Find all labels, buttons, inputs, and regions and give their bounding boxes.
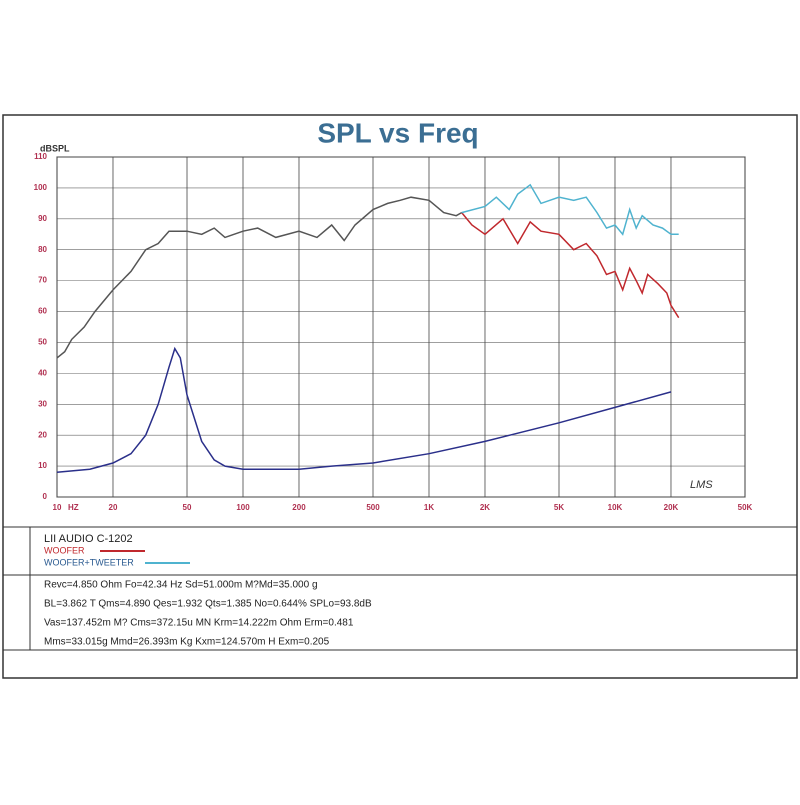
series-line xyxy=(461,212,680,319)
param-line: Mms=33.015g Mmd=26.393m Kg Kxm=124.570m … xyxy=(44,637,330,648)
annotation: LMS xyxy=(690,479,713,491)
y-axis-label: dBSPL xyxy=(40,143,70,153)
plot-area xyxy=(56,156,746,498)
x-tick-label: 20 xyxy=(109,503,118,512)
x-tick-label: 5K xyxy=(554,503,564,512)
x-tick-label: 500 xyxy=(366,503,380,512)
y-tick-label: 40 xyxy=(38,368,47,377)
legend-label: WOOFER+TWEETER xyxy=(44,557,134,567)
x-tick-label: 200 xyxy=(292,503,306,512)
x-tick-label: 10 xyxy=(53,503,62,512)
y-tick-label: 30 xyxy=(38,399,47,408)
y-tick-label: 70 xyxy=(38,276,47,285)
y-tick-label: 90 xyxy=(38,214,47,223)
frame xyxy=(2,114,798,679)
x-tick-label: 50K xyxy=(738,503,753,512)
y-tick-label: 50 xyxy=(38,338,47,347)
model-name: LII AUDIO C-1202 xyxy=(44,533,133,545)
x-tick-label: 2K xyxy=(480,503,490,512)
series-line xyxy=(56,196,463,359)
y-tick-label: 10 xyxy=(38,461,47,470)
x-axis-label: HZ xyxy=(68,503,79,512)
y-tick-label: 80 xyxy=(38,245,47,254)
x-tick-label: 100 xyxy=(236,503,250,512)
chart-title: SPL vs Freq xyxy=(317,117,478,148)
legend-label: WOOFER xyxy=(44,545,85,555)
series-line xyxy=(461,183,679,236)
x-tick-label: 50 xyxy=(183,503,192,512)
y-tick-label: 20 xyxy=(38,430,47,439)
param-line: Revc=4.850 Ohm Fo=42.34 Hz Sd=51.000m M?… xyxy=(44,580,318,591)
y-tick-label: 0 xyxy=(43,492,48,501)
x-tick-label: 1K xyxy=(424,503,434,512)
param-line: Vas=137.452m M? Cms=372.15u MN Krm=14.22… xyxy=(44,618,354,629)
param-line: BL=3.862 T Qms=4.890 Qes=1.932 Qts=1.385… xyxy=(44,599,372,610)
y-tick-label: 110 xyxy=(34,152,47,161)
series-line xyxy=(56,346,672,474)
x-tick-label: 20K xyxy=(664,503,679,512)
x-tick-label: 10K xyxy=(608,503,623,512)
y-tick-label: 60 xyxy=(38,307,47,316)
y-tick-label: 100 xyxy=(34,183,48,192)
